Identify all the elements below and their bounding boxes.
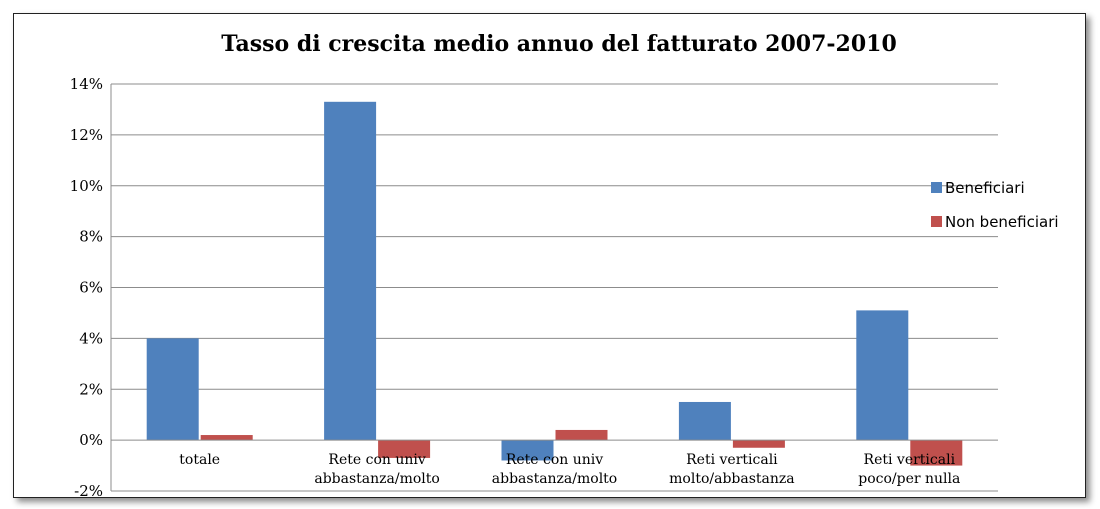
gridlines (111, 83, 998, 492)
x-tick-label: molto/abbastanza (669, 471, 794, 487)
legend: Beneficiari Non beneficiari (931, 179, 1059, 231)
bars (146, 101, 963, 466)
bar-non-beneficiari (910, 440, 963, 466)
y-tick-label: 6% (79, 279, 103, 297)
x-tick-label: Rete con univ (506, 452, 603, 468)
y-tick-label: 12% (70, 126, 103, 144)
y-tick-label: 4% (79, 329, 103, 347)
bar-beneficiari (146, 338, 199, 441)
y-tick-label: 2% (79, 380, 103, 398)
chart-frame: Tasso di crescita medio annuo del fattur… (13, 13, 1086, 498)
y-tick-label: 8% (79, 228, 103, 246)
x-tick-label: Reti verticali (686, 452, 778, 468)
legend-swatch (931, 182, 942, 193)
bar-beneficiari (856, 310, 909, 441)
x-tick-label: Reti verticali (864, 452, 956, 468)
y-tick-label: 10% (70, 177, 103, 195)
bar-beneficiari (501, 440, 554, 461)
legend-label: Non beneficiari (945, 213, 1059, 231)
bar-non-beneficiari (732, 440, 785, 448)
y-axis: 14% 12% 10% 8% 6% 4% 2% 0% -2% (70, 75, 112, 497)
bar-chart: Tasso di crescita medio annuo del fattur… (70, 31, 1059, 497)
bar-non-beneficiari (378, 440, 431, 458)
x-axis: totale Rete con univ abbastanza/molto Rete … (111, 439, 998, 487)
x-tick-label: totale (179, 452, 220, 468)
y-tick-label: 0% (79, 431, 103, 449)
bar-beneficiari (324, 101, 377, 441)
x-tick-label: poco/per nulla (858, 471, 960, 487)
legend-label: Beneficiari (945, 179, 1025, 197)
bar-beneficiari (678, 401, 731, 441)
x-tick-label: abbastanza/molto (492, 471, 617, 487)
bar-non-beneficiari (200, 435, 253, 441)
x-tick-label: abbastanza/molto (314, 471, 439, 487)
legend-swatch (931, 216, 942, 227)
chart-title: Tasso di crescita medio annuo del fattur… (221, 31, 897, 57)
x-tick-label: Rete con univ (328, 452, 425, 468)
y-tick-label: -2% (74, 482, 103, 497)
bar-non-beneficiari (555, 429, 608, 441)
y-tick-label: 14% (70, 75, 103, 93)
